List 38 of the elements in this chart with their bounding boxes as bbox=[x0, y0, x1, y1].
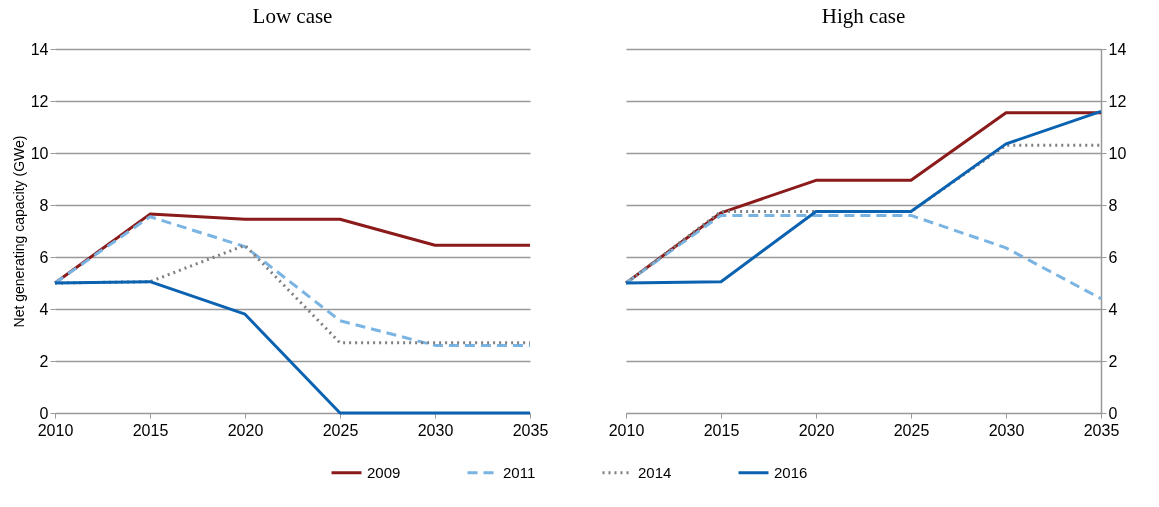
y-tick-label: 0 bbox=[39, 404, 49, 422]
legend-label: 2011 bbox=[503, 463, 536, 481]
line-series bbox=[53, 280, 532, 415]
y-tick-label: 14 bbox=[1108, 40, 1127, 58]
y-tick-label: 8 bbox=[1108, 196, 1118, 214]
y-tick-label: 6 bbox=[39, 248, 49, 266]
legend-label: 2016 bbox=[774, 463, 808, 481]
x-tick-label: 2030 bbox=[988, 421, 1025, 439]
legend-label: 2014 bbox=[638, 463, 672, 481]
x-tick-label: 2010 bbox=[37, 421, 74, 439]
chart-title: High case bbox=[821, 4, 906, 28]
x-tick-label: 2035 bbox=[1083, 421, 1120, 439]
y-tick-label: 2 bbox=[39, 352, 49, 370]
y-tick-label: 14 bbox=[30, 40, 49, 58]
y-tick-label: 10 bbox=[30, 144, 49, 162]
x-tick-label: 2020 bbox=[798, 421, 835, 439]
y-tick-label: 4 bbox=[39, 300, 49, 318]
y-tick-label: 0 bbox=[1108, 404, 1118, 422]
y-tick-label: 10 bbox=[1108, 144, 1127, 162]
y-tick-label: 12 bbox=[1108, 92, 1127, 110]
chart-title: Low case bbox=[252, 4, 333, 28]
x-tick-label: 2020 bbox=[227, 421, 264, 439]
x-tick-label: 2025 bbox=[893, 421, 930, 439]
y-tick-label: 6 bbox=[1108, 248, 1118, 266]
x-tick-label: 2025 bbox=[322, 421, 359, 439]
legend-label: 2009 bbox=[367, 463, 401, 481]
y-axis-title: Net generating capacity (GWe) bbox=[10, 135, 27, 328]
x-tick-label: 2010 bbox=[608, 421, 645, 439]
x-tick-label: 2030 bbox=[417, 421, 454, 439]
y-tick-label: 4 bbox=[1108, 300, 1118, 318]
line-series bbox=[53, 215, 532, 347]
y-tick-label: 2 bbox=[1108, 352, 1118, 370]
y-tick-label: 8 bbox=[39, 196, 49, 214]
y-tick-label: 12 bbox=[30, 92, 49, 110]
x-tick-label: 2015 bbox=[132, 421, 169, 439]
x-tick-label: 2035 bbox=[512, 421, 549, 439]
x-tick-label: 2015 bbox=[703, 421, 740, 439]
line-series bbox=[624, 213, 1103, 301]
